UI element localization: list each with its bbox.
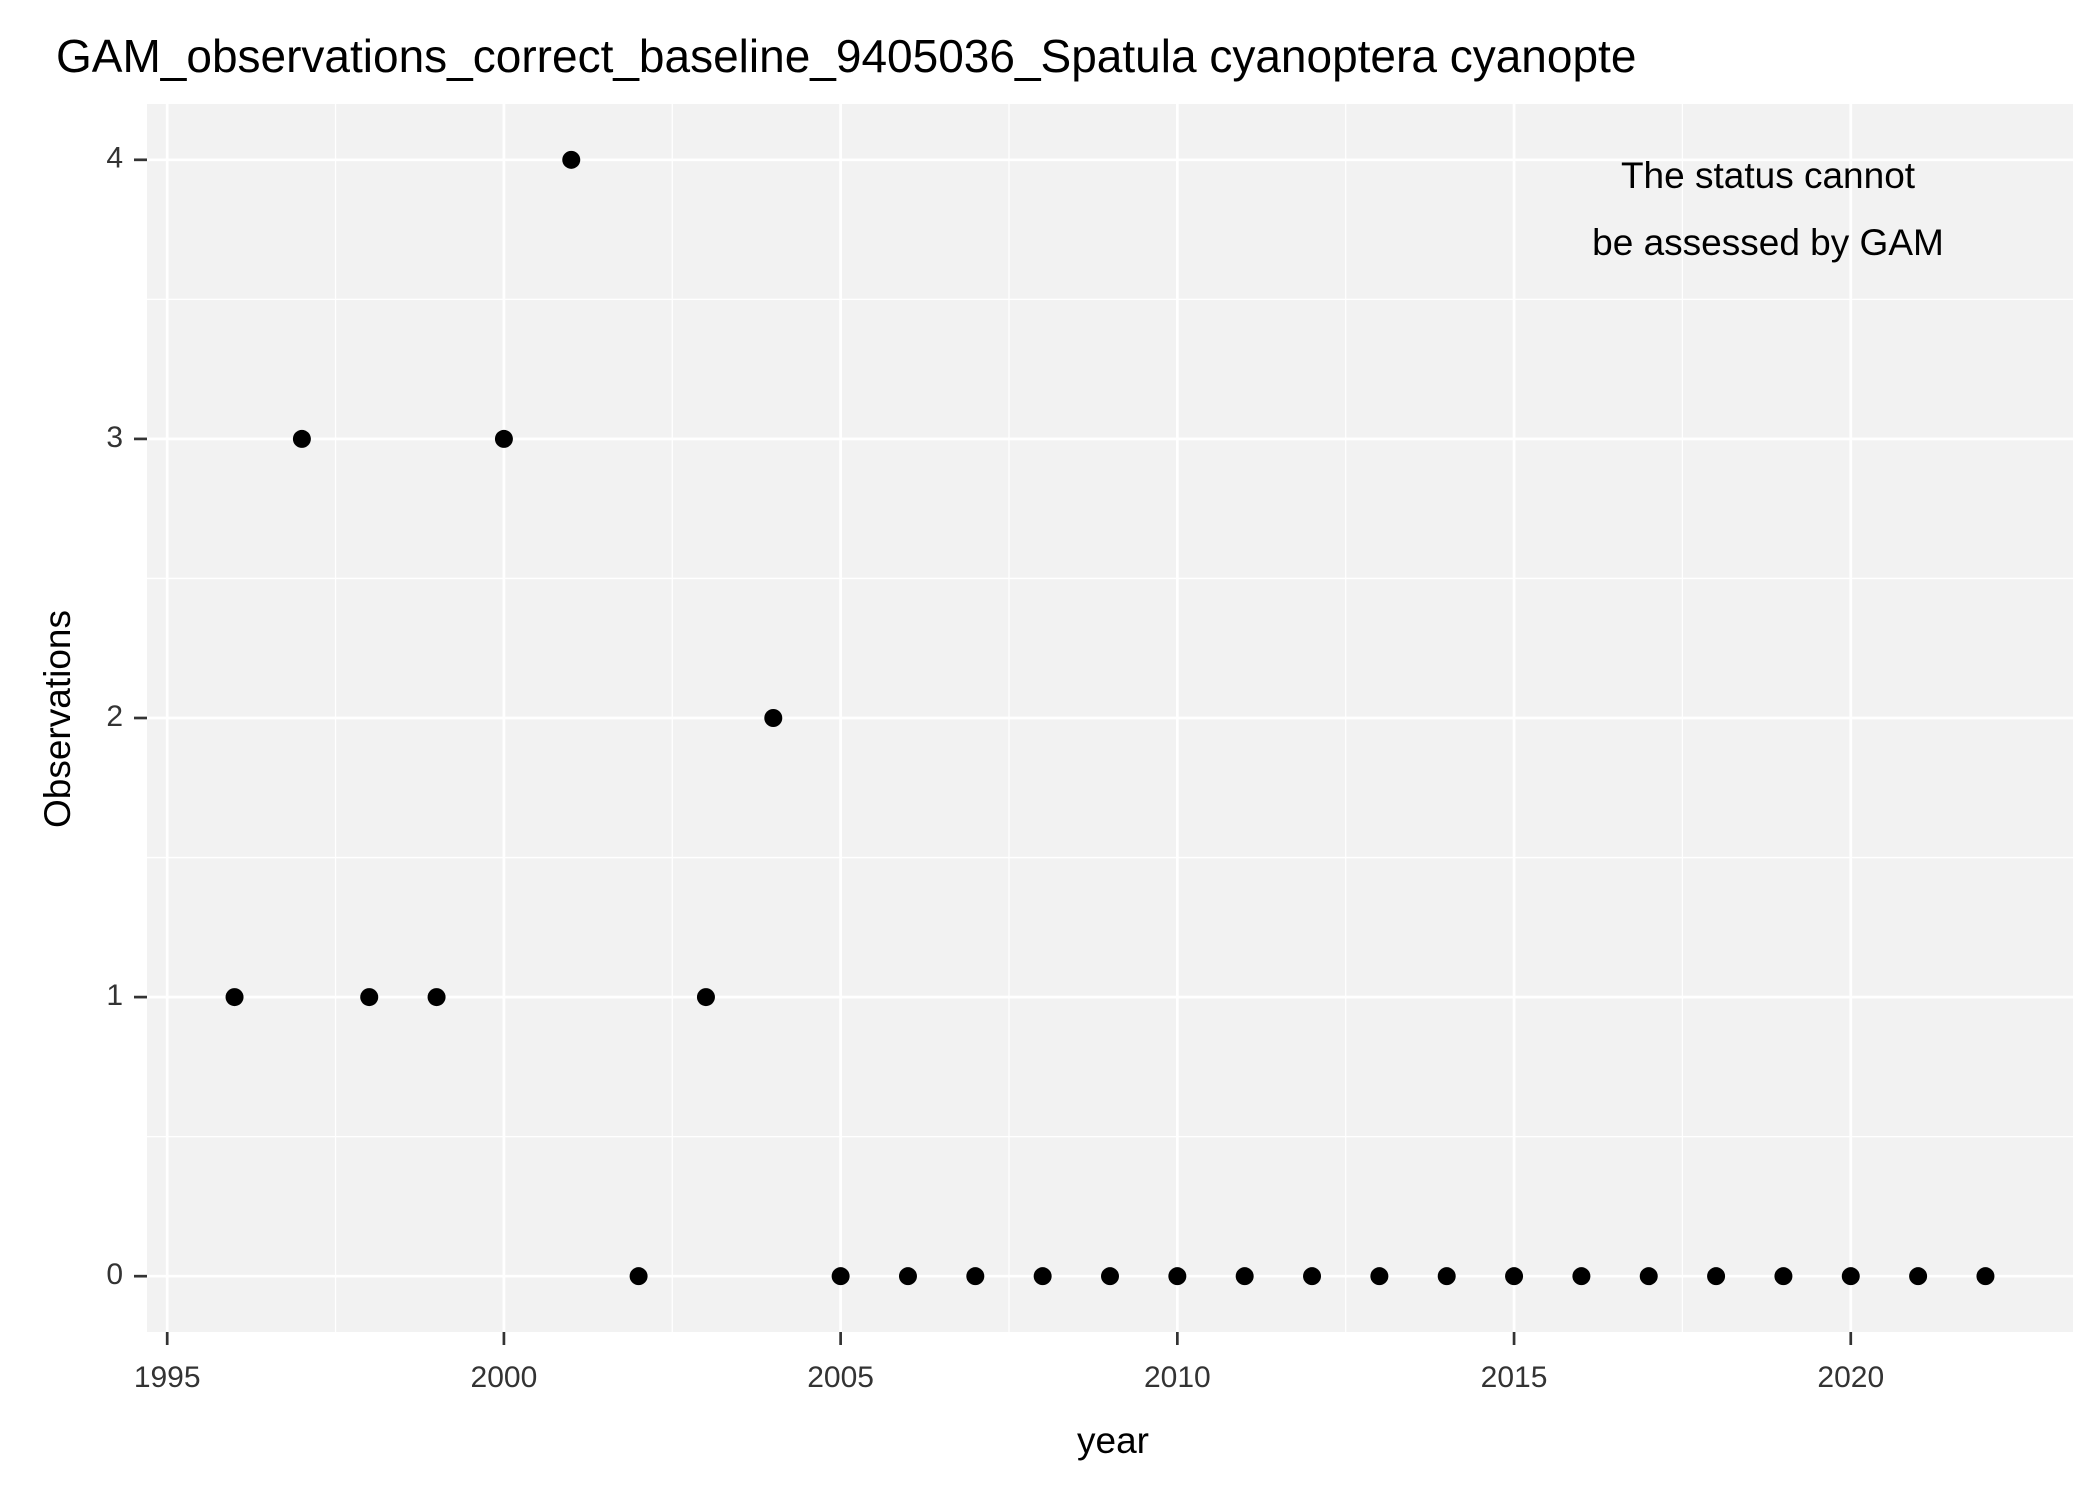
point bbox=[764, 709, 783, 727]
point bbox=[427, 988, 446, 1007]
point bbox=[1370, 1267, 1389, 1286]
y-tick-label: 0 bbox=[106, 1258, 123, 1291]
y-tick-label: 4 bbox=[106, 142, 123, 175]
chart-title: GAM_observations_correct_baseline_940503… bbox=[56, 30, 1636, 82]
point bbox=[1235, 1267, 1254, 1286]
x-tick-label: 1995 bbox=[134, 1361, 201, 1394]
point bbox=[898, 1267, 917, 1286]
point bbox=[831, 1267, 850, 1286]
point bbox=[225, 988, 244, 1007]
x-tick-label: 2005 bbox=[807, 1361, 874, 1394]
point bbox=[1639, 1267, 1658, 1286]
x-tick-label: 2010 bbox=[1144, 1361, 1211, 1394]
point bbox=[696, 988, 715, 1007]
point bbox=[966, 1267, 985, 1286]
x-tick-label: 2015 bbox=[1481, 1361, 1548, 1394]
point bbox=[292, 429, 311, 448]
point bbox=[1774, 1267, 1793, 1286]
point bbox=[629, 1267, 648, 1286]
x-axis-title: year bbox=[1077, 1420, 1149, 1461]
point bbox=[1909, 1267, 1928, 1286]
point bbox=[1572, 1267, 1591, 1286]
y-tick-label: 3 bbox=[106, 421, 123, 454]
point bbox=[360, 988, 379, 1007]
point bbox=[1168, 1267, 1187, 1286]
annotation: be assessed by GAM bbox=[1592, 222, 1944, 263]
x-tick-label: 2020 bbox=[1817, 1361, 1884, 1394]
y-axis-title: Observations bbox=[37, 610, 78, 828]
point bbox=[1707, 1267, 1726, 1286]
annotation: The status cannot bbox=[1621, 155, 1916, 196]
point bbox=[1505, 1267, 1524, 1286]
point bbox=[494, 429, 513, 448]
y-tick-label: 1 bbox=[106, 979, 123, 1012]
point bbox=[1033, 1267, 1052, 1286]
y-tick-label: 2 bbox=[106, 700, 123, 733]
point bbox=[562, 150, 581, 169]
point bbox=[1437, 1267, 1456, 1286]
point bbox=[1303, 1267, 1322, 1286]
point bbox=[1841, 1267, 1860, 1286]
x-tick-label: 2000 bbox=[471, 1361, 538, 1394]
point bbox=[1101, 1267, 1119, 1286]
point bbox=[1976, 1267, 1995, 1286]
